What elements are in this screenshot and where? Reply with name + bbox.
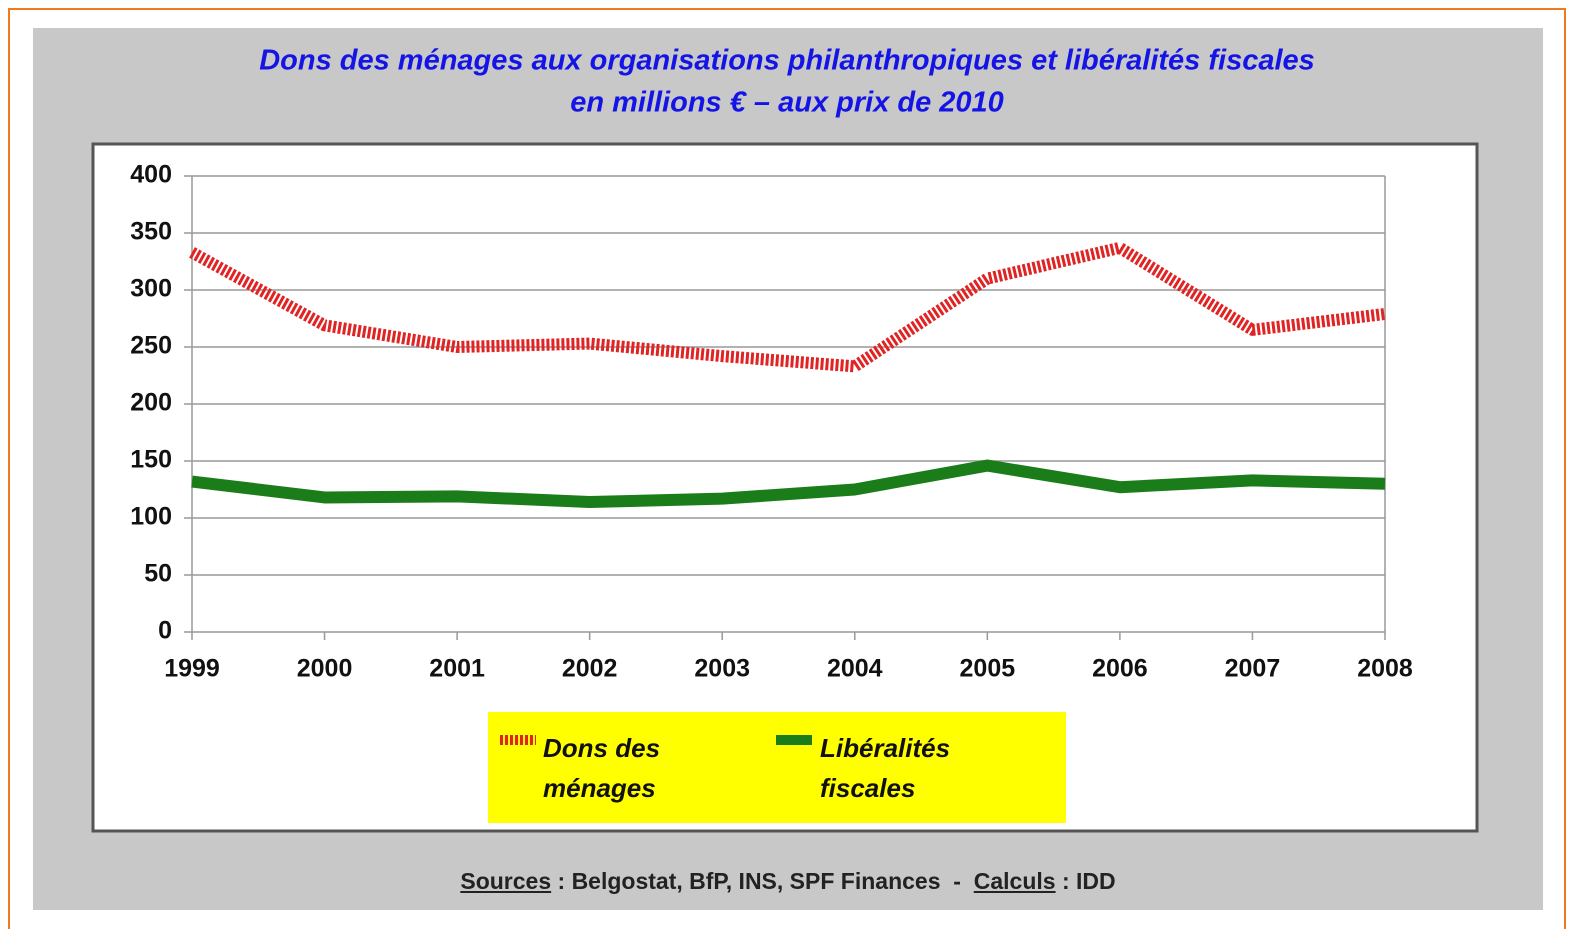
source-note: Sources : Belgostat, BfP, INS, SPF Finan… (33, 868, 1543, 895)
x-tick-label: 2008 (1357, 655, 1413, 683)
x-tick-label: 2004 (827, 655, 883, 683)
x-tick-label: 2000 (297, 655, 353, 683)
y-tick-label: 300 (130, 275, 172, 303)
y-tick-label: 150 (130, 446, 172, 474)
calculs: : IDD (1055, 868, 1116, 894)
x-tick-label: 2002 (562, 655, 618, 683)
legend-label: Dons des ménages (543, 733, 661, 803)
legend-box (488, 712, 1066, 823)
y-tick-label: 400 (130, 161, 172, 189)
x-tick-label: 1999 (164, 655, 220, 683)
calculs-label: Calculs (973, 868, 1056, 894)
chart-subtitle: en millions € – aux prix de 2010 (570, 87, 1004, 119)
legend-label: Libéralités fiscales (820, 733, 951, 803)
x-tick-label: 2001 (429, 655, 485, 683)
chart-title: Dons des ménages aux organisations phila… (259, 45, 1315, 77)
series-line (189, 241, 1386, 373)
sources-label: Sources (460, 868, 552, 894)
sources: : Belgostat, BfP, INS, SPF Finances - (551, 868, 974, 894)
outer-border (8, 8, 1566, 929)
x-tick-label: 2006 (1092, 655, 1148, 683)
y-tick-label: 0 (158, 617, 172, 645)
series-line (191, 459, 1386, 509)
x-tick-label: 2003 (694, 655, 750, 683)
y-tick-label: 350 (130, 218, 172, 246)
x-tick-label: 2005 (960, 655, 1016, 683)
y-tick-label: 200 (130, 389, 172, 417)
y-tick-label: 100 (130, 503, 172, 531)
y-tick-label: 250 (130, 332, 172, 360)
y-tick-label: 50 (144, 560, 172, 588)
x-tick-label: 2007 (1225, 655, 1281, 683)
